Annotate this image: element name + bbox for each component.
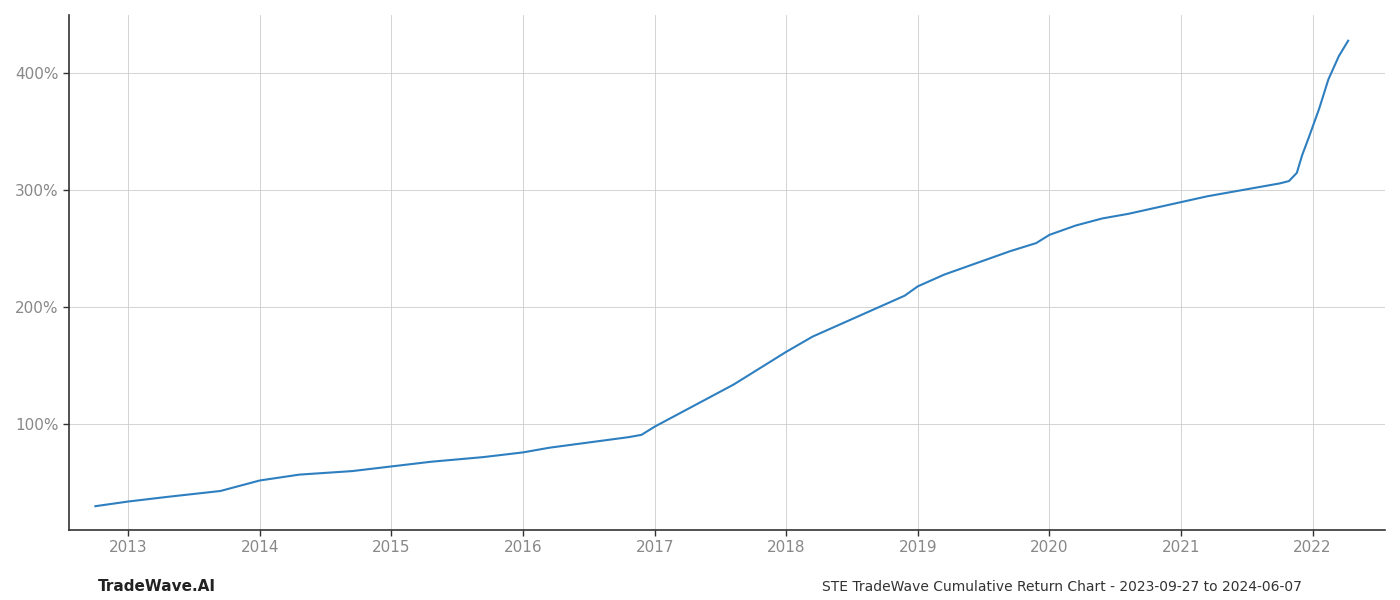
Text: STE TradeWave Cumulative Return Chart - 2023-09-27 to 2024-06-07: STE TradeWave Cumulative Return Chart - … [822,580,1302,594]
Text: TradeWave.AI: TradeWave.AI [98,579,216,594]
